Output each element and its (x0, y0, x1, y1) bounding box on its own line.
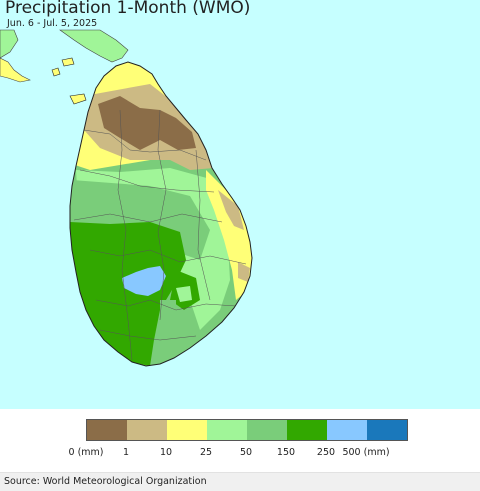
legend-swatch (167, 420, 207, 440)
legend-color-bar (86, 419, 408, 441)
legend-tick-label: 500 (mm) (342, 447, 390, 458)
precipitation-map: Precipitation 1-Month (WMO) Jun. 6 - Jul… (0, 0, 480, 409)
legend-tick-label: 0 (mm) (68, 447, 104, 458)
legend-tick-label: 25 (199, 447, 213, 458)
legend-swatch (127, 420, 167, 440)
legend-swatch (207, 420, 247, 440)
date-range: Jun. 6 - Jul. 5, 2025 (7, 18, 98, 29)
northern-islets (51, 57, 87, 105)
india-landmass-top (59, 29, 129, 63)
legend-tick-label: 1 (122, 447, 130, 458)
sri-lanka-map-svg (0, 29, 253, 367)
legend-tick-label: 250 (316, 447, 336, 458)
source-footer: Source: World Meteorological Organizatio… (0, 472, 480, 491)
legend-tick-label: 150 (276, 447, 296, 458)
legend-tick-label: 10 (159, 447, 173, 458)
legend-tick-label: 50 (239, 447, 253, 458)
district-boundaries (73, 109, 247, 361)
india-landmass (0, 29, 19, 59)
color-legend: 0 (mm) 1 10 25 50 150 250 500 (mm) (0, 409, 480, 469)
legend-swatch (87, 420, 127, 440)
legend-swatch (247, 420, 287, 440)
legend-swatch (327, 420, 367, 440)
legend-swatch (287, 420, 327, 440)
india-coast-yellow (0, 57, 31, 83)
map-title: Precipitation 1-Month (WMO) (5, 0, 251, 18)
sri-lanka-coastline (69, 61, 253, 367)
legend-swatch (367, 420, 407, 440)
source-text: Source: World Meteorological Organizatio… (4, 476, 207, 487)
